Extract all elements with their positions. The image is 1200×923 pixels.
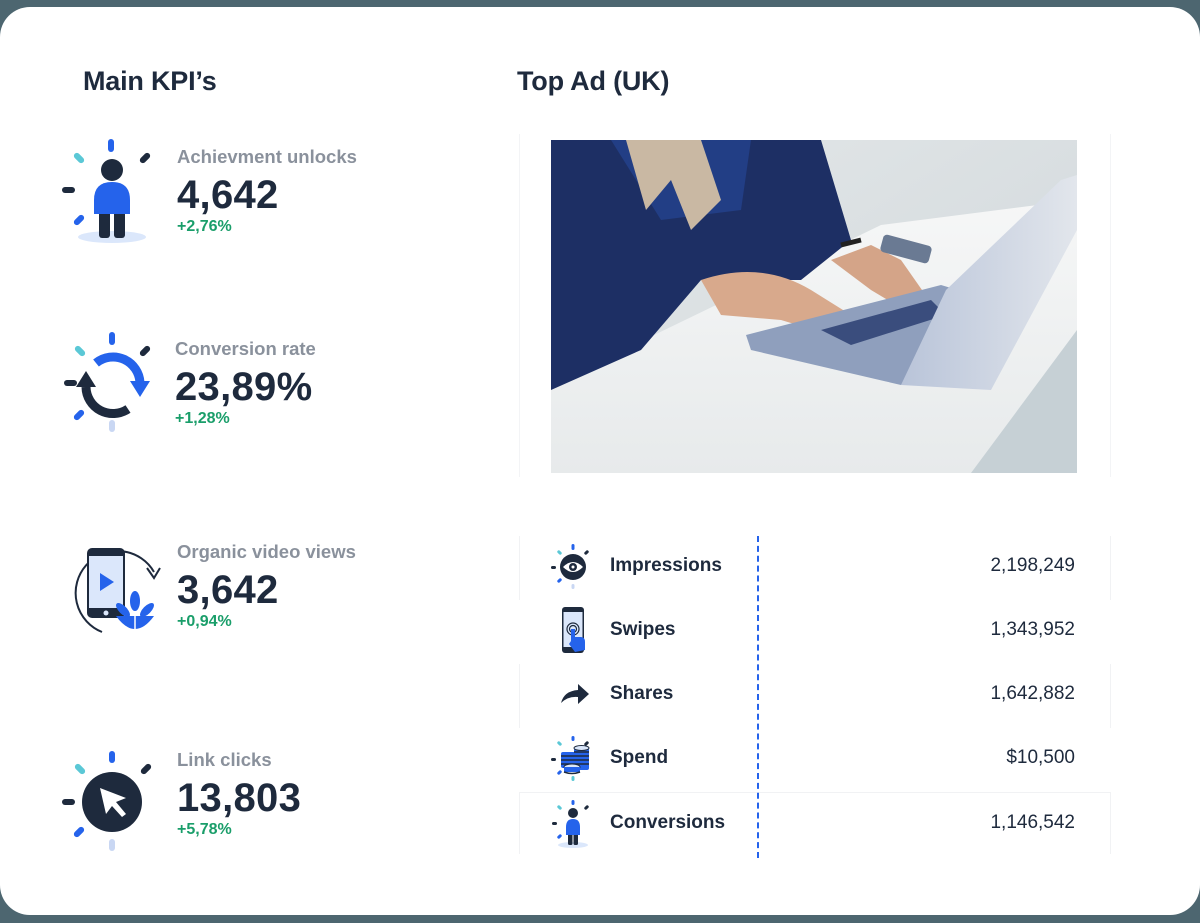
eye-icon bbox=[551, 544, 589, 589]
metrics-column-divider bbox=[757, 536, 759, 858]
metric-row-impressions: Impressions 2,198,249 bbox=[519, 536, 1111, 600]
metric-label: Impressions bbox=[610, 555, 722, 576]
kpi-label: Conversion rate bbox=[175, 338, 316, 359]
ad-photo-illustration bbox=[551, 140, 1077, 473]
refresh-cycle-icon bbox=[64, 332, 151, 432]
metric-label: Shares bbox=[610, 683, 674, 704]
coins-icon bbox=[551, 736, 590, 781]
kpi-delta: +2,76% bbox=[177, 218, 232, 235]
kpi-conversion-rate: Conversion rate 23,89% +1,28% bbox=[56, 325, 456, 445]
cursor-click-icon bbox=[62, 751, 152, 851]
kpi-value: 13,803 bbox=[177, 776, 302, 820]
kpi-label: Organic video views bbox=[177, 541, 356, 562]
ad-image-frame bbox=[519, 134, 1111, 477]
kpi-delta: +0,94% bbox=[177, 613, 232, 630]
metric-value: 2,198,249 bbox=[990, 555, 1075, 576]
phone-video-growth-icon bbox=[74, 548, 161, 633]
kpi-label: Achievment unlocks bbox=[177, 146, 357, 167]
metric-value: $10,500 bbox=[1006, 747, 1075, 768]
metric-row-swipes: Swipes 1,343,952 bbox=[519, 600, 1111, 664]
metric-label: Swipes bbox=[610, 619, 676, 640]
kpi-achievement-unlocks: Achievment unlocks 4,642 +2,76% bbox=[56, 132, 456, 252]
metric-value: 1,642,882 bbox=[990, 683, 1075, 704]
ad-image bbox=[551, 140, 1077, 473]
metric-value: 1,146,542 bbox=[990, 812, 1075, 833]
top-ad-section-title: Top Ad (UK) bbox=[517, 66, 670, 96]
dashboard-card: Main KPI’s Achievment unlocks 4,642 +2,7… bbox=[0, 7, 1200, 915]
kpi-value: 3,642 bbox=[177, 568, 279, 612]
kpi-value: 23,89% bbox=[175, 365, 313, 409]
kpi-organic-video-views: Organic video views 3,642 +0,94% bbox=[56, 532, 456, 652]
metric-value: 1,343,952 bbox=[990, 619, 1075, 640]
person-icon bbox=[62, 139, 151, 243]
metric-label: Spend bbox=[610, 747, 669, 768]
kpi-section-title: Main KPI’s bbox=[83, 66, 217, 96]
metric-label: Conversions bbox=[610, 812, 726, 833]
kpi-link-clicks: Link clicks 13,803 +5,78% bbox=[56, 744, 456, 864]
kpi-value: 4,642 bbox=[177, 173, 279, 217]
share-arrow-icon bbox=[561, 684, 589, 704]
phone-tap-icon bbox=[562, 607, 585, 653]
person-icon bbox=[552, 800, 589, 848]
kpi-delta: +1,28% bbox=[175, 410, 230, 427]
kpi-label: Link clicks bbox=[177, 749, 272, 770]
metric-row-conversions: Conversions 1,146,542 bbox=[519, 792, 1111, 854]
ad-metrics-table: Impressions 2,198,249 Swipes 1,343,952 S… bbox=[519, 536, 1111, 854]
metric-row-spend: Spend $10,500 bbox=[519, 728, 1111, 792]
kpi-delta: +5,78% bbox=[177, 821, 232, 838]
metric-row-shares: Shares 1,642,882 bbox=[519, 664, 1111, 728]
